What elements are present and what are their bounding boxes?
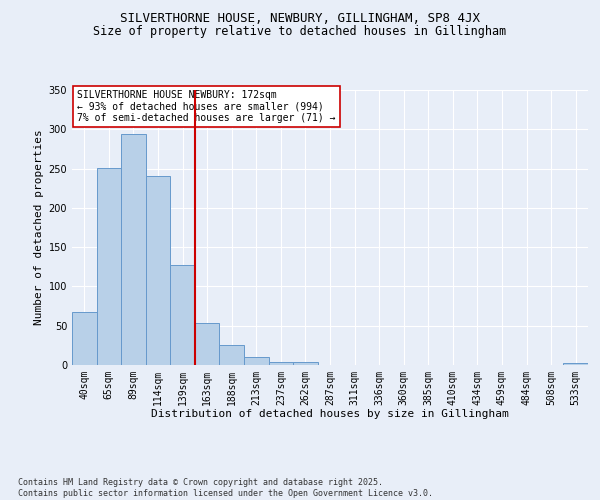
Bar xyxy=(170,265,195,365)
Bar xyxy=(97,168,121,365)
Text: SILVERTHORNE HOUSE NEWBURY: 172sqm
← 93% of detached houses are smaller (994)
7%: SILVERTHORNE HOUSE NEWBURY: 172sqm ← 93%… xyxy=(77,90,335,123)
Bar xyxy=(121,134,146,365)
Text: Contains HM Land Registry data © Crown copyright and database right 2025.
Contai: Contains HM Land Registry data © Crown c… xyxy=(18,478,433,498)
Bar xyxy=(220,346,244,365)
Bar xyxy=(293,362,318,365)
Bar xyxy=(269,362,293,365)
Bar xyxy=(244,357,269,365)
Bar xyxy=(563,362,588,365)
Y-axis label: Number of detached properties: Number of detached properties xyxy=(34,130,44,326)
Bar xyxy=(146,176,170,365)
Bar xyxy=(195,324,220,365)
Text: Size of property relative to detached houses in Gillingham: Size of property relative to detached ho… xyxy=(94,25,506,38)
Text: SILVERTHORNE HOUSE, NEWBURY, GILLINGHAM, SP8 4JX: SILVERTHORNE HOUSE, NEWBURY, GILLINGHAM,… xyxy=(120,12,480,26)
X-axis label: Distribution of detached houses by size in Gillingham: Distribution of detached houses by size … xyxy=(151,410,509,420)
Bar xyxy=(72,312,97,365)
